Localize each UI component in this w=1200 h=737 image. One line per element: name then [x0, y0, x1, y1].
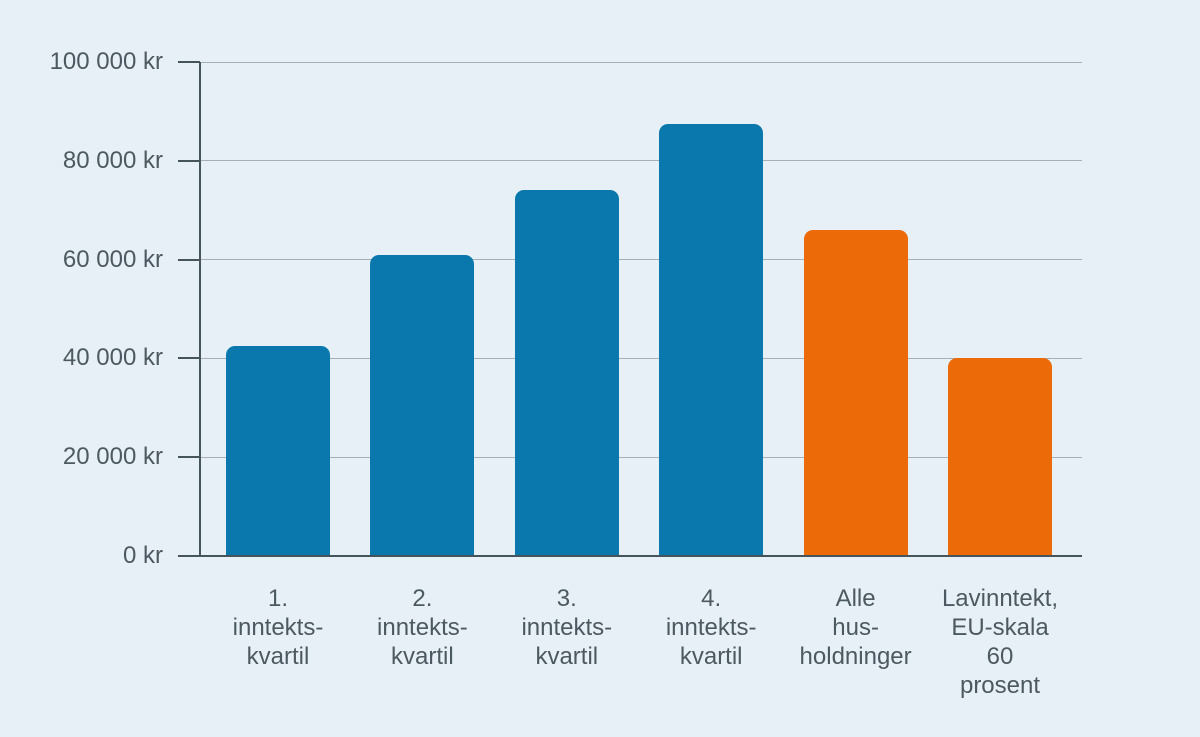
- gridline: [200, 456, 1082, 458]
- x-axis-label-1-inntektskvartil: 1. inntekts-kvartil: [183, 584, 373, 671]
- x-axis-label-alle-husholdninger: Alle hus-holdninger: [761, 584, 951, 671]
- bar-lavinntekt-eu-skala-60-prosent[interactable]: [948, 358, 1052, 556]
- y-axis-tick-label: 60 000 kr: [62, 245, 163, 273]
- x-axis-label-line: prosent: [959, 672, 1041, 699]
- x-axis-label-lavinntekt-eu-skala-60-prosent: Lavinntekt, EU-skala 60 prosent: [905, 584, 1095, 700]
- x-axis-label-line: Alle: [835, 585, 876, 612]
- y-axis-tick: [178, 61, 200, 63]
- x-axis-label-line: inntekts-: [232, 614, 324, 641]
- bar-1-inntektskvartil[interactable]: [226, 346, 330, 556]
- x-axis-line: [178, 555, 1082, 557]
- y-axis-tick-label: 20 000 kr: [62, 443, 163, 471]
- y-axis-tick: [178, 456, 200, 459]
- x-axis-label-line: 4.: [701, 585, 722, 612]
- x-axis-label-line: 60: [986, 643, 1014, 670]
- x-axis-label-line: Lavinntekt,: [941, 585, 1059, 612]
- x-axis-label-4-inntektskvartil: 4. inntekts-kvartil: [616, 584, 806, 671]
- x-axis-label-line: inntekts-: [665, 614, 757, 641]
- y-axis-tick-label: 40 000 kr: [62, 344, 163, 372]
- bar-2-inntektskvartil[interactable]: [370, 254, 475, 556]
- bar-alle-husholdninger[interactable]: [803, 229, 908, 556]
- y-axis-tick: [178, 357, 200, 360]
- x-axis-label-line: kvartil: [391, 643, 454, 670]
- bar-4-inntektskvartil[interactable]: [659, 123, 764, 556]
- x-axis-label-line: hus-: [832, 614, 879, 641]
- x-axis-label-2-inntektskvartil: 2. inntekts-kvartil: [327, 584, 517, 671]
- gridline: [200, 357, 1082, 359]
- gridline: [200, 160, 1082, 162]
- y-axis-tick: [178, 258, 200, 261]
- x-axis-label-line: 1.: [267, 585, 288, 612]
- y-axis-line: [199, 62, 201, 556]
- x-axis-label-line: kvartil: [535, 643, 599, 670]
- x-axis-label-line: kvartil: [246, 643, 310, 670]
- x-axis-label-line: 3.: [556, 585, 577, 612]
- x-axis-label-line: inntekts-: [521, 614, 613, 641]
- y-axis-tick-label: 80 000 kr: [62, 146, 163, 174]
- y-axis-tick: [178, 159, 200, 162]
- x-axis-label-line: 2.: [412, 585, 433, 612]
- x-axis-label-line: kvartil: [679, 643, 743, 670]
- x-axis-label-line: EU-skala: [951, 614, 1049, 641]
- x-axis-label-line: holdninger: [799, 643, 912, 670]
- x-axis-label-3-inntektskvartil: 3. inntekts-kvartil: [472, 584, 662, 671]
- gridline: [200, 61, 1082, 63]
- gridline: [200, 259, 1082, 261]
- bar-3-inntektskvartil[interactable]: [514, 190, 619, 556]
- x-axis-label-line: inntekts-: [377, 614, 468, 641]
- y-axis-tick-label: 0 kr: [122, 542, 163, 569]
- y-axis-tick-label: 100 000 kr: [49, 48, 163, 75]
